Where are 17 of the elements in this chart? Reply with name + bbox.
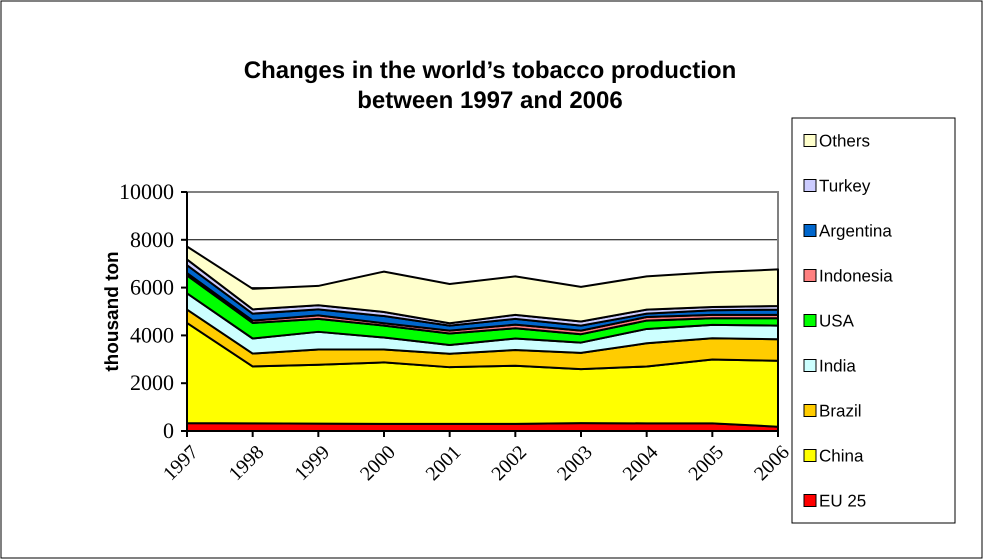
y-tick-label: 2000	[130, 370, 174, 396]
legend-label: Argentina	[819, 221, 892, 240]
chart-title: Changes in the world’s tobacco production between 1997 and 2006	[244, 57, 736, 114]
legend-label: USA	[819, 311, 855, 330]
y-tick-label: 10000	[119, 179, 174, 204]
y-tick-label: 4000	[130, 322, 174, 348]
y-tick-label: 6000	[130, 274, 174, 300]
y-axis-title: thousand ton	[102, 251, 123, 372]
legend-label: China	[819, 446, 864, 466]
legend-label: Brazil	[819, 401, 862, 420]
legend-label: Turkey	[819, 176, 871, 196]
legend-label: EU 25	[819, 491, 866, 510]
y-tick-label: 8000	[130, 226, 174, 252]
legend-label: Indonesia	[819, 266, 894, 286]
legend-label: Others	[819, 131, 870, 150]
legend-label: India	[819, 356, 856, 376]
y-tick-label: 0	[163, 418, 174, 444]
